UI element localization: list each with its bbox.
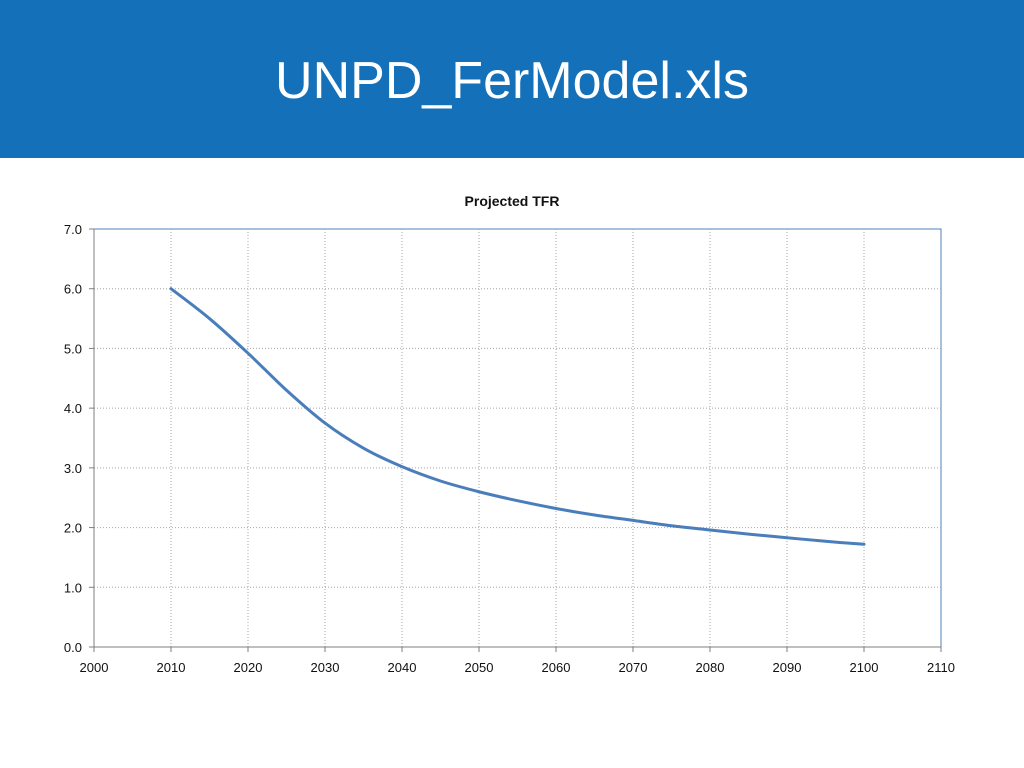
gridlines [94,229,941,647]
plot-area-frame [93,228,942,648]
x-tick-label: 2000 [80,660,109,675]
x-tick-label: 2080 [696,660,725,675]
x-tick-label: 2090 [773,660,802,675]
tfr-chart: 0.0 1.0 2.0 3.0 4.0 5.0 6.0 7.0 2000 2010 2020 2030… [64,193,955,675]
x-tick-label: 2070 [619,660,648,675]
axes [89,228,942,652]
tick-labels: 0.0 1.0 2.0 3.0 4.0 5.0 6.0 7.0 2000 2010 2020 2030… [64,222,955,675]
x-tick-label: 2040 [388,660,417,675]
series-group [169,287,866,546]
x-tick-label: 2060 [542,660,571,675]
slide-title: UNPD_FerModel.xls [275,52,749,110]
y-tick-label: 5.0 [64,341,82,356]
y-tick-label: 6.0 [64,282,82,297]
y-tick-label: 7.0 [64,222,82,237]
chart-title: Projected TFR [465,193,560,209]
y-tick-label: 3.0 [64,461,82,476]
x-tick-label: 2020 [234,660,263,675]
series-line-tfr [169,287,866,546]
x-tick-label: 2010 [157,660,186,675]
x-tick-label: 2110 [927,660,955,675]
y-tick-label: 1.0 [64,580,82,595]
chart-area: 0.0 1.0 2.0 3.0 4.0 5.0 6.0 7.0 2000 2010 2020 2030… [0,158,1024,768]
title-banner: UNPD_FerModel.xls [0,0,1024,158]
y-tick-label: 2.0 [64,521,82,536]
x-tick-label: 2030 [311,660,340,675]
y-tick-label: 4.0 [64,401,82,416]
y-tick-label: 0.0 [64,640,82,655]
x-tick-label: 2050 [465,660,494,675]
x-tick-label: 2100 [850,660,879,675]
